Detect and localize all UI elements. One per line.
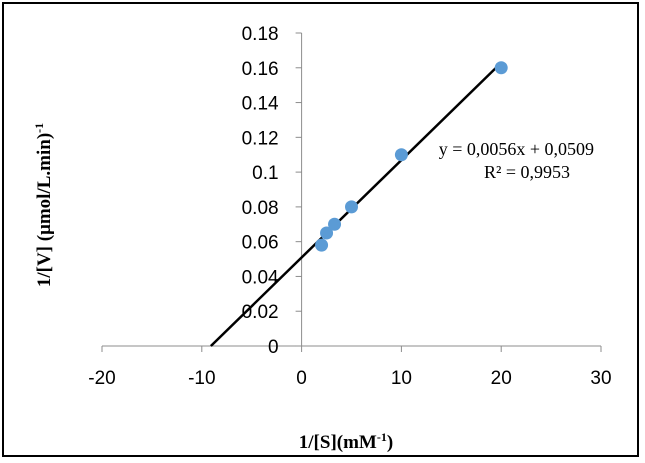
x-tick-label: -20 [88,368,115,389]
r-squared-label: R² = 0,9953 [484,162,570,182]
chart-frame [2,2,639,457]
y-tick-label: 0.12 [242,128,279,149]
axes [102,33,601,347]
y-axis-title: 1/[V] (μmol/L.min)-1 [32,123,55,287]
y-tick-label: 0.02 [242,302,279,323]
data-point [345,200,358,214]
data-point [320,226,334,240]
y-tick-label: 0.18 [242,24,279,45]
y-tick-label: 0.16 [242,59,279,80]
y-tick-label: 0.14 [242,94,279,115]
data-point [328,217,342,231]
data-point [315,238,329,252]
y-tick-label: 0.04 [242,267,279,288]
data-point [394,148,408,162]
data-points [315,61,508,252]
axis-ticks: -20 -10 0 10 20 30 0 0.02 0.04 0.06 0.08 0.1 0.12 0.1… [88,24,611,389]
y-tick-label: 0 [268,337,279,358]
x-tick-label: 0 [296,368,307,389]
x-tick-label: 10 [391,368,412,389]
x-tick-label: -10 [188,368,215,389]
y-tick-label: 0.06 [242,233,279,254]
data-point [494,61,508,75]
y-tick-label: 0.1 [252,163,278,184]
x-tick-label: 30 [590,368,611,389]
y-tick-label: 0.08 [242,198,279,219]
x-axis-title: 1/[S](mM-1) [299,430,393,453]
trendline-equation: y = 0,0056x + 0,0509 [439,139,594,159]
x-tick-label: 20 [491,368,512,389]
